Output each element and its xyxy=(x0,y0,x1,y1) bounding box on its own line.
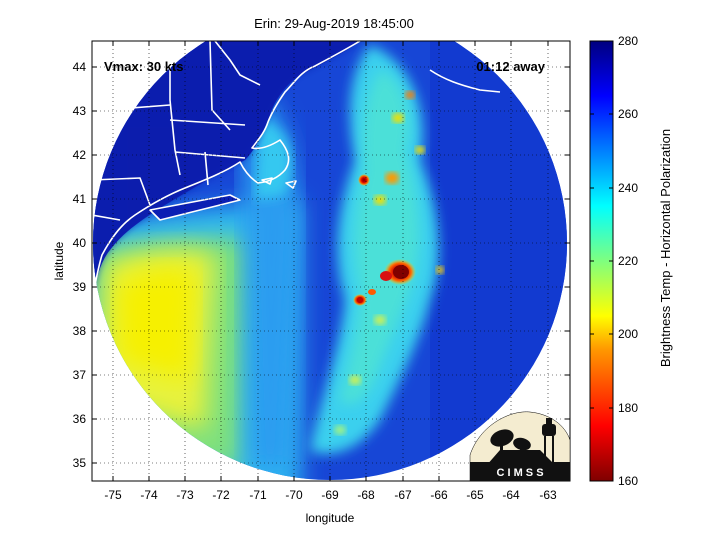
cimss-logo: C I M S S xyxy=(469,411,571,482)
y-tick-label: 37 xyxy=(73,368,87,382)
x-tick-label: -71 xyxy=(249,488,267,502)
x-tick-label: -73 xyxy=(176,488,194,502)
colorbar-tick-label: 220 xyxy=(618,254,638,268)
colorbar-label: Brightness Temp - Horizontal Polarizatio… xyxy=(658,129,673,367)
x-tick-label: -66 xyxy=(430,488,448,502)
y-tick-label: 43 xyxy=(73,104,87,118)
chart-title: Erin: 29-Aug-2019 18:45:00 xyxy=(254,16,414,31)
x-tick-label: -75 xyxy=(104,488,122,502)
water-tower-icon xyxy=(542,418,556,462)
vmax-annotation: Vmax: 30 kts xyxy=(104,59,184,74)
y-tick-label: 38 xyxy=(73,324,87,338)
colorbar-tick-label: 240 xyxy=(618,181,638,195)
y-tick-label: 36 xyxy=(73,412,87,426)
x-tick-label: -65 xyxy=(466,488,484,502)
x-tick-label: -63 xyxy=(539,488,557,502)
x-tick-label: -68 xyxy=(357,488,375,502)
colorbar: 280 260 240 220 200 180 160 Brightness T… xyxy=(589,34,673,488)
gridlines xyxy=(92,41,570,481)
x-tick-label: -64 xyxy=(502,488,520,502)
y-tick-label: 35 xyxy=(73,456,87,470)
y-tick-label: 42 xyxy=(73,148,87,162)
cimss-logo-text: C I M S S xyxy=(496,467,543,479)
axes-frame xyxy=(91,40,571,482)
colorbar-tick-label: 180 xyxy=(618,401,638,415)
y-tick-label: 44 xyxy=(73,60,87,74)
y-tick-label: 41 xyxy=(73,192,87,206)
x-tick-label: -74 xyxy=(140,488,158,502)
y-tick-label: 39 xyxy=(73,280,87,294)
colorbar-tick-label: 200 xyxy=(618,327,638,341)
y-tick-labels: 35 36 37 38 39 40 41 42 43 44 xyxy=(73,60,87,470)
x-tick-label: -67 xyxy=(394,488,412,502)
colorbar-tick-label: 160 xyxy=(618,474,638,488)
x-axis-label: longitude xyxy=(306,511,355,525)
colorbar-tick-label: 280 xyxy=(618,34,638,48)
colorbar-tick-label: 260 xyxy=(618,107,638,121)
y-axis-label: latitude xyxy=(52,241,66,280)
x-tick-label: -72 xyxy=(212,488,230,502)
y-tick-label: 40 xyxy=(73,236,87,250)
x-tick-labels: -75 -74 -73 -72 -71 -70 -69 -68 -67 -66 … xyxy=(104,488,557,502)
x-tick-label: -69 xyxy=(321,488,339,502)
time-away-annotation: 01:12 away xyxy=(476,59,545,74)
coastline-borders xyxy=(92,41,541,301)
x-tick-label: -70 xyxy=(285,488,303,502)
